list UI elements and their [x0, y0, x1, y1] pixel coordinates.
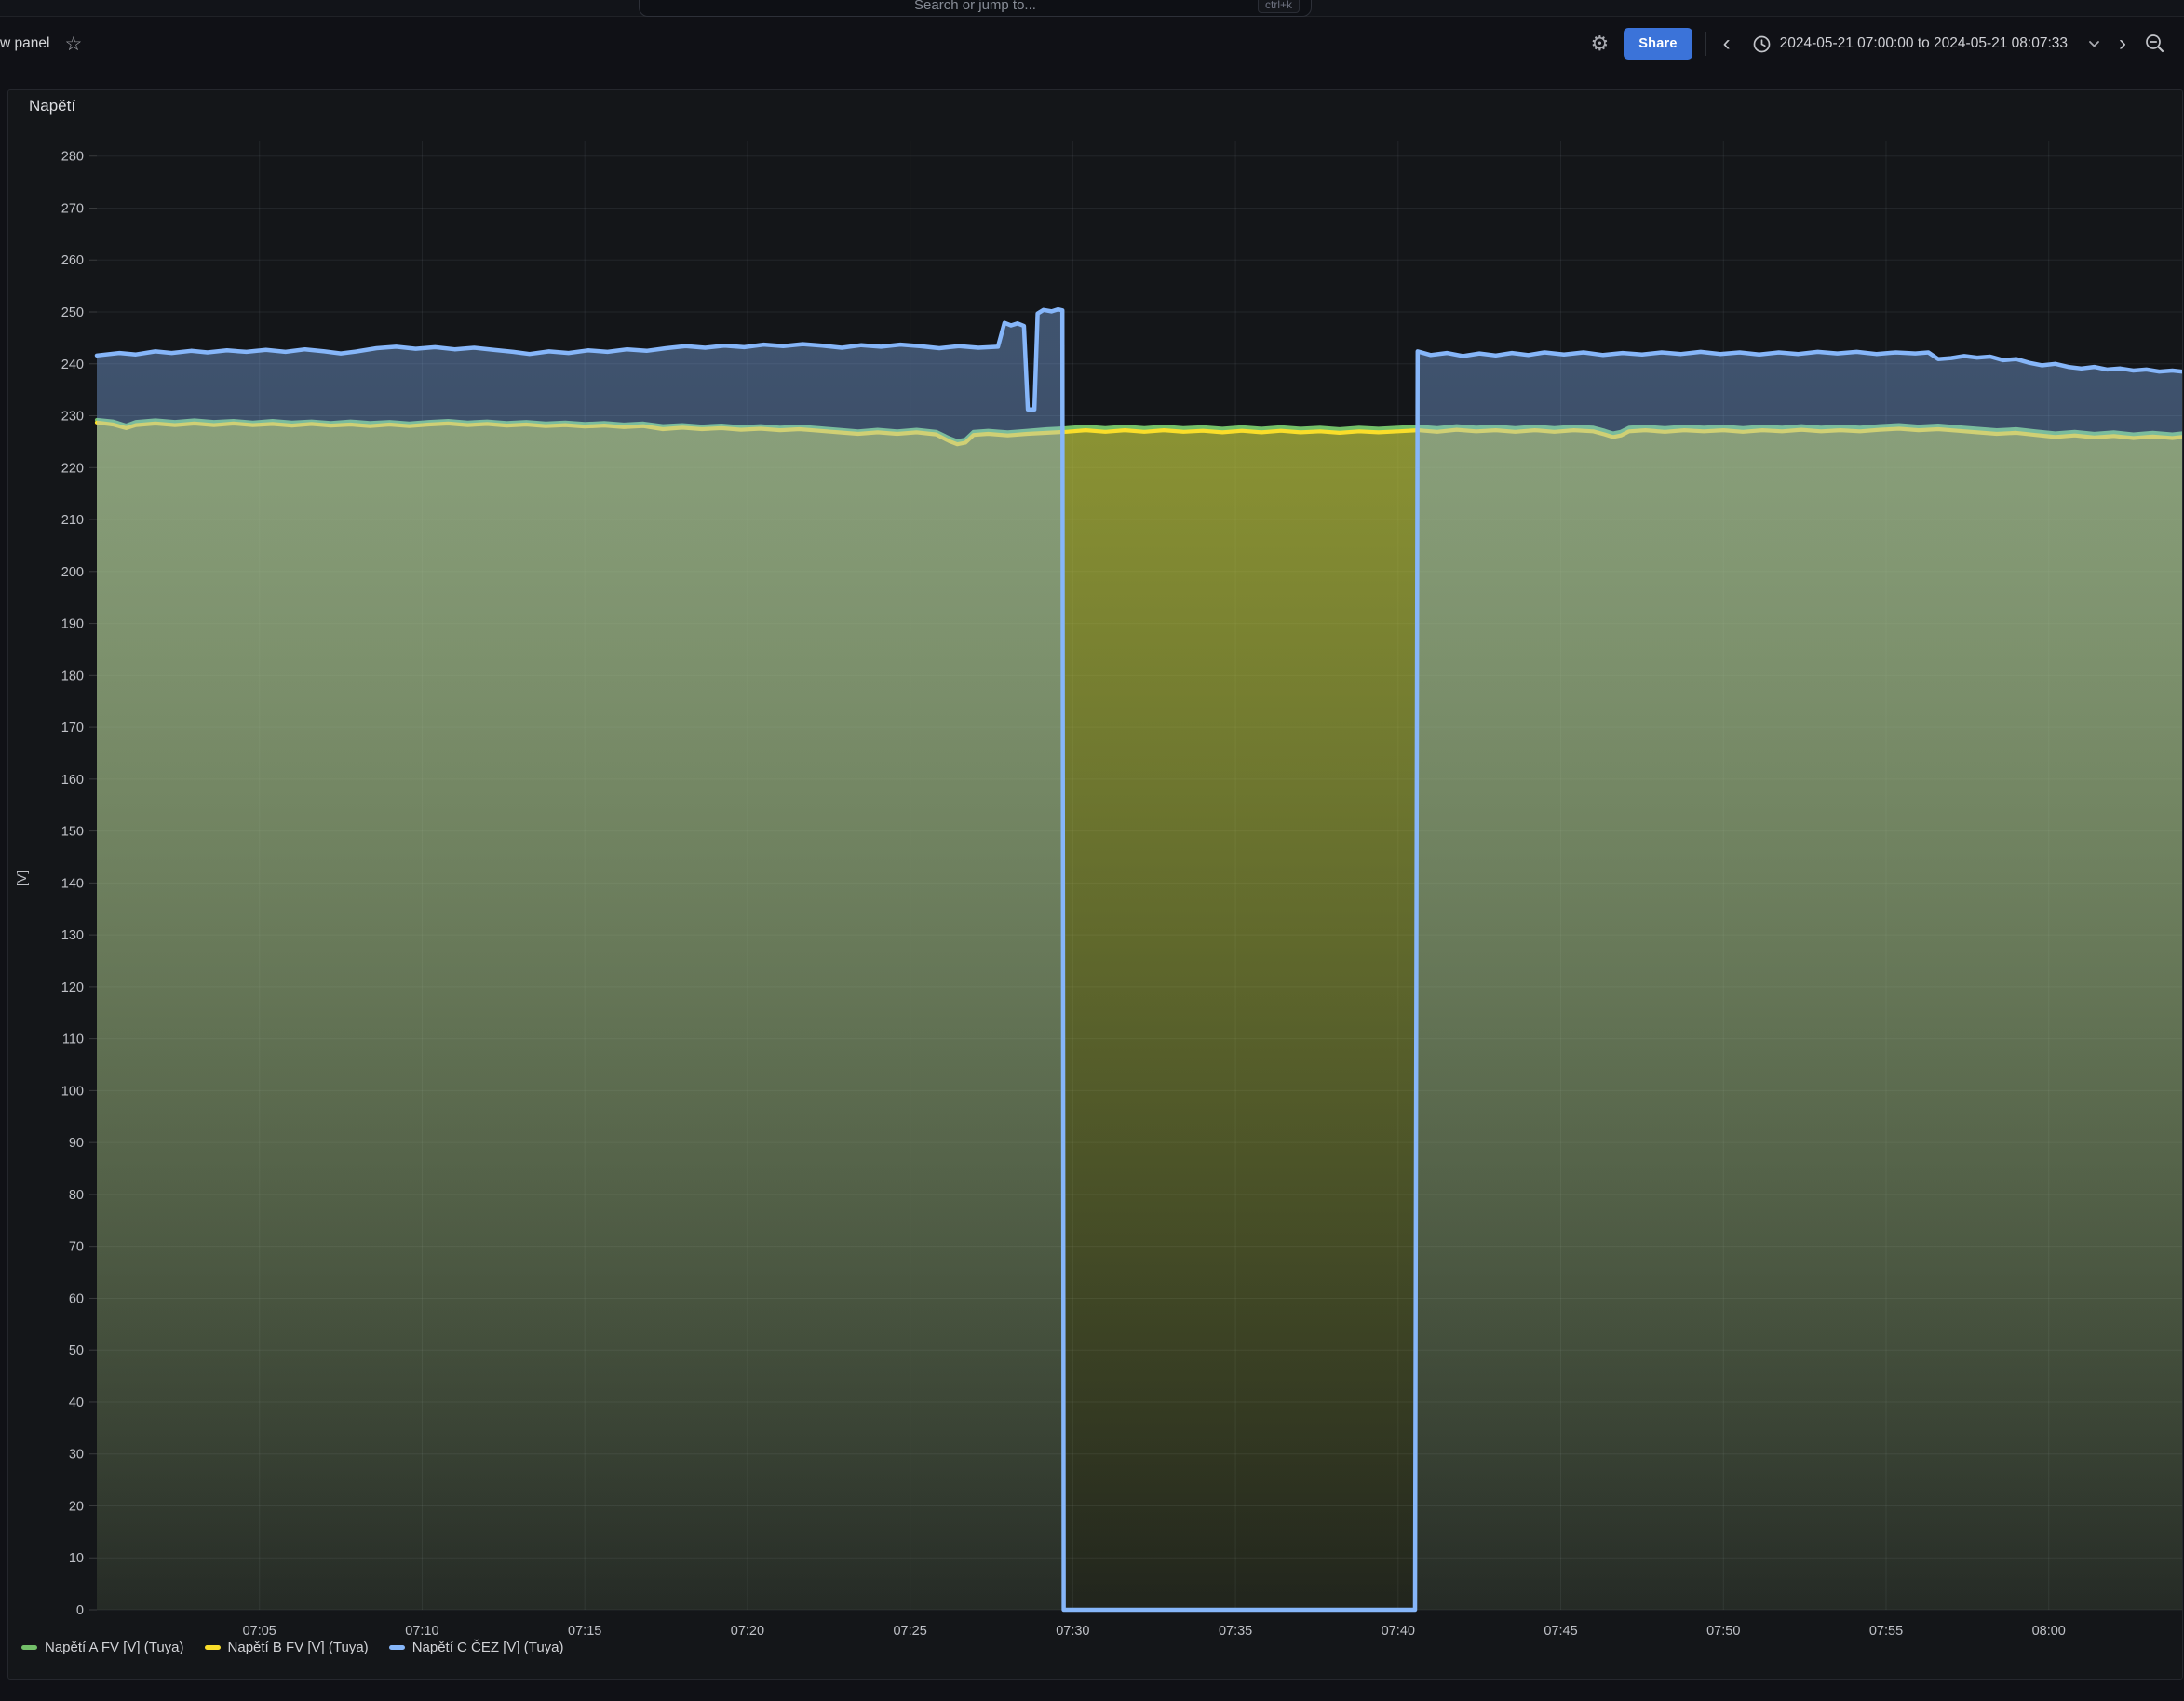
breadcrumb-panel-title[interactable]: w panel [0, 35, 49, 52]
x-axis-label: 07:25 [893, 1624, 926, 1639]
y-axis-label: 50 [69, 1343, 84, 1358]
time-range-label: 2024-05-21 07:00:00 to 2024-05-21 08:07:… [1780, 35, 2068, 52]
x-axis-label: 07:10 [405, 1624, 438, 1639]
search-shortcut-hint: ctrl+k [1258, 0, 1300, 13]
x-axis-label: 08:00 [2032, 1624, 2066, 1639]
x-axis-label: 07:30 [1056, 1624, 1089, 1639]
y-axis-label: 60 [69, 1291, 84, 1306]
chevron-right-icon: › [2117, 33, 2128, 55]
x-axis-label: 07:35 [1219, 1624, 1252, 1639]
y-axis-label: 40 [69, 1396, 84, 1411]
dashboard-settings-button[interactable]: ⚙ [1589, 30, 1611, 58]
legend-swatch [21, 1645, 37, 1650]
y-axis-label: 70 [69, 1240, 84, 1255]
y-axis-label: 150 [61, 825, 84, 840]
gear-icon: ⚙ [1591, 32, 1610, 56]
clock-icon [1753, 35, 1771, 53]
y-axis-label: 90 [69, 1136, 84, 1151]
legend-label: Napětí B FV [V] (Tuya) [228, 1640, 369, 1655]
y-axis-label: 180 [61, 668, 84, 683]
time-shift-forward-button[interactable]: › [2115, 31, 2130, 57]
zoom-out-button[interactable] [2143, 32, 2167, 56]
y-axis-label: 230 [61, 410, 84, 425]
search-placeholder: Search or jump to... [640, 0, 1311, 13]
zoom-out-icon [2145, 34, 2165, 54]
legend-swatch [205, 1645, 221, 1650]
time-range-dropdown-button[interactable] [2086, 38, 2102, 50]
y-axis-label: 260 [61, 253, 84, 268]
y-axis-label: 120 [61, 980, 84, 995]
y-axis-label: 240 [61, 358, 84, 372]
x-axis-label: 07:55 [1869, 1624, 1903, 1639]
y-axis-label: 270 [61, 201, 84, 216]
y-axis-label: 280 [61, 150, 84, 165]
x-axis-label: 07:40 [1382, 1624, 1415, 1639]
y-axis-label: 0 [76, 1603, 84, 1618]
legend-label: Napětí C ČEZ [V] (Tuya) [412, 1640, 564, 1655]
chart-canvas[interactable]: 2802702602502402302202102001901801701601… [8, 90, 2182, 1679]
x-axis-label: 07:15 [568, 1624, 601, 1639]
y-axis-label: 110 [62, 1033, 84, 1047]
y-axis-label: 20 [69, 1499, 84, 1514]
y-axis-label: 30 [69, 1448, 84, 1463]
y-axis-label: 220 [61, 461, 84, 476]
y-axis-label: 160 [61, 773, 84, 788]
legend-item[interactable]: Napětí B FV [V] (Tuya) [205, 1640, 369, 1655]
y-axis-label: 200 [61, 565, 84, 580]
x-axis-label: 07:20 [731, 1624, 764, 1639]
y-axis-label: 210 [61, 513, 84, 528]
top-header-strip: Search or jump to... ctrl+k [0, 0, 2184, 17]
legend-item[interactable]: Napětí A FV [V] (Tuya) [21, 1640, 184, 1655]
y-axis-label: 80 [69, 1188, 84, 1203]
share-button[interactable]: Share [1624, 28, 1692, 60]
y-axis-label: 190 [61, 617, 84, 632]
y-axis-label: 140 [61, 876, 84, 891]
toolbar-divider [1705, 32, 1706, 56]
legend-swatch [389, 1645, 405, 1650]
chart-panel: Napětí [V] 28027026025024023022021020019… [7, 89, 2183, 1680]
x-axis-label: 07:05 [243, 1624, 276, 1639]
y-axis-label: 250 [61, 305, 84, 320]
favorite-star-icon[interactable]: ☆ [64, 34, 82, 54]
breadcrumb: w panel ☆ [0, 16, 82, 72]
toolbar: w panel ☆ ⚙ Share ‹ 2024-05-21 07:00:00 … [0, 16, 2184, 72]
x-axis-label: 07:45 [1544, 1624, 1577, 1639]
chevron-left-icon: ‹ [1721, 33, 1732, 55]
toolbar-controls: ⚙ Share ‹ 2024-05-21 07:00:00 to 2024-05… [1589, 16, 2167, 72]
legend-label: Napětí A FV [V] (Tuya) [45, 1640, 184, 1655]
chevron-down-icon [2088, 40, 2100, 48]
y-axis-label: 170 [61, 721, 84, 736]
time-shift-back-button[interactable]: ‹ [1719, 31, 1734, 57]
legend-item[interactable]: Napětí C ČEZ [V] (Tuya) [389, 1640, 564, 1655]
y-axis-label: 10 [69, 1551, 84, 1566]
y-axis-label: 100 [61, 1084, 84, 1099]
time-range-picker[interactable]: 2024-05-21 07:00:00 to 2024-05-21 08:07:… [1747, 34, 2073, 54]
x-axis-label: 07:50 [1706, 1624, 1740, 1639]
grafana-dashboard: { "topbar": { "search_placeholder": "Sea… [0, 0, 2184, 1701]
y-axis-label: 130 [61, 928, 84, 943]
search-input[interactable]: Search or jump to... ctrl+k [639, 0, 1312, 17]
legend: Napětí A FV [V] (Tuya) Napětí B FV [V] (T… [21, 1640, 564, 1655]
